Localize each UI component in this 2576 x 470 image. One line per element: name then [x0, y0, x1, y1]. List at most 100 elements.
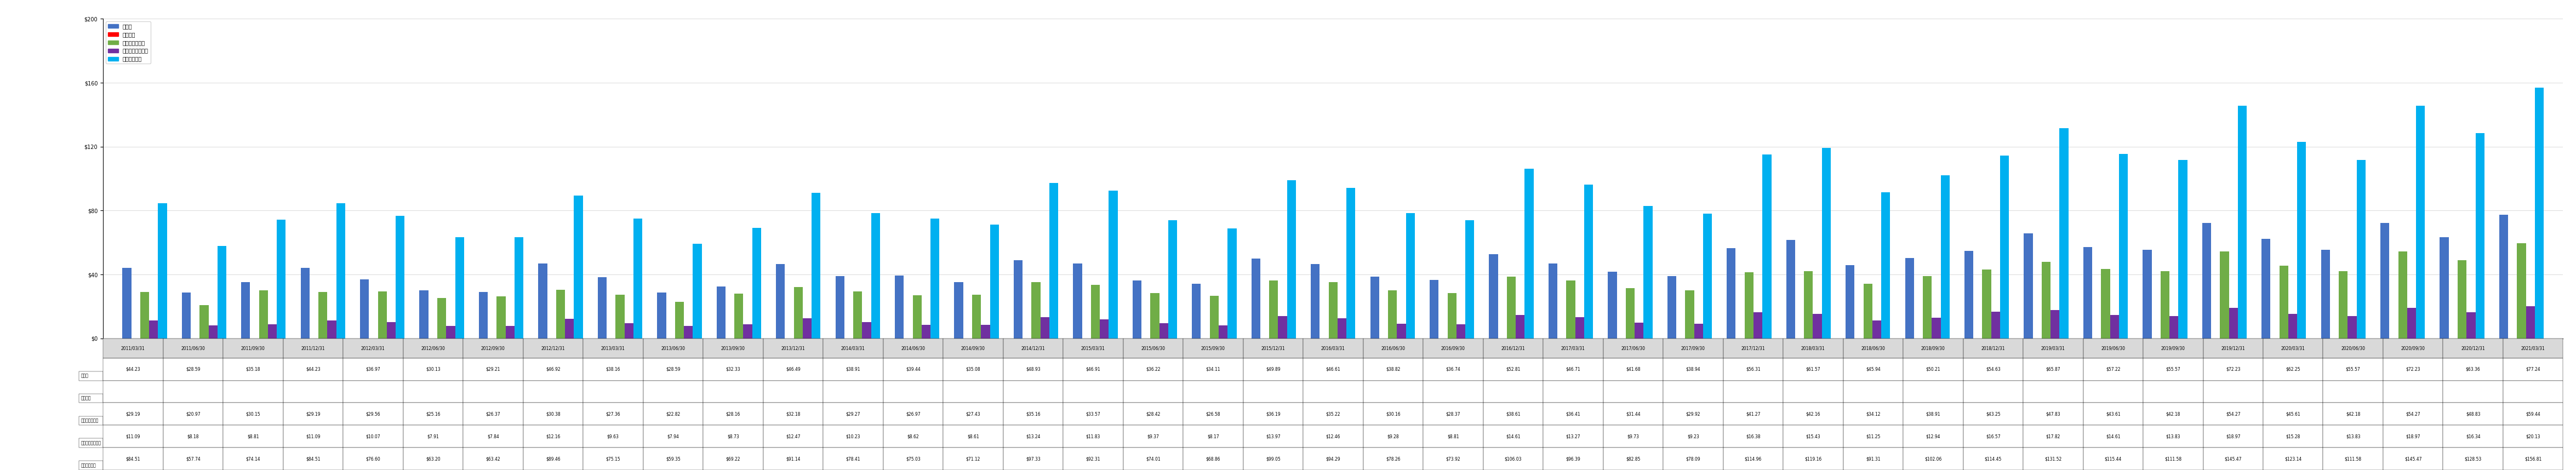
Bar	[2287, 314, 2298, 338]
Bar	[1744, 273, 1754, 338]
Bar	[623, 323, 634, 338]
Bar	[863, 322, 871, 338]
Bar	[1489, 254, 1499, 338]
Bar	[2321, 250, 2329, 338]
Bar	[1288, 180, 1296, 338]
Bar	[1455, 324, 1466, 338]
Bar	[1984, 269, 1991, 338]
Bar	[446, 326, 456, 338]
Bar	[1466, 220, 1473, 338]
Bar	[456, 237, 464, 338]
Bar	[1999, 156, 2009, 338]
Bar	[1278, 316, 1288, 338]
Bar	[793, 287, 804, 338]
Bar	[149, 321, 157, 338]
Bar	[1311, 264, 1319, 338]
Bar	[2380, 223, 2391, 338]
Bar	[657, 293, 667, 338]
Bar	[716, 287, 726, 338]
Bar	[1133, 281, 1141, 338]
Bar	[1873, 321, 1880, 338]
Bar	[1396, 323, 1406, 338]
Bar	[1347, 188, 1355, 338]
Bar	[242, 282, 250, 338]
Bar	[744, 324, 752, 338]
Bar	[2416, 106, 2424, 338]
Bar	[2169, 316, 2179, 338]
Bar	[1785, 240, 1795, 338]
Bar	[1525, 169, 1533, 338]
Bar	[1625, 288, 1636, 338]
Bar	[1965, 251, 1973, 338]
Bar	[2025, 233, 2032, 338]
Bar	[301, 268, 309, 338]
Bar	[1015, 260, 1023, 338]
Bar	[2161, 271, 2169, 338]
Bar	[2357, 160, 2365, 338]
Bar	[1041, 317, 1048, 338]
Bar	[1762, 155, 1772, 338]
Bar	[2110, 315, 2120, 338]
Bar	[1090, 285, 1100, 338]
Bar	[1991, 312, 1999, 338]
Bar	[1507, 277, 1515, 338]
Bar	[1636, 323, 1643, 338]
Bar	[2517, 243, 2527, 338]
Bar	[216, 246, 227, 338]
Bar	[386, 322, 397, 338]
Bar	[2228, 308, 2239, 338]
Bar	[2043, 262, 2050, 338]
Bar	[268, 324, 276, 338]
Bar	[121, 268, 131, 338]
Bar	[1703, 213, 1713, 338]
Bar	[1906, 258, 1914, 338]
Bar	[1803, 271, 1814, 338]
Bar	[2179, 160, 2187, 338]
Bar	[1167, 220, 1177, 338]
Bar	[2499, 215, 2509, 338]
Bar	[397, 216, 404, 338]
Bar	[1108, 191, 1118, 338]
Bar	[1448, 293, 1455, 338]
Bar	[574, 196, 582, 338]
Bar	[157, 204, 167, 338]
Bar	[379, 291, 386, 338]
Bar	[2347, 316, 2357, 338]
Bar	[894, 275, 904, 338]
Bar	[989, 225, 999, 338]
Bar	[835, 276, 845, 338]
Bar	[922, 325, 930, 338]
Bar	[853, 291, 863, 338]
Bar	[1814, 314, 1821, 338]
Legend: 買掛金, 繰延収益, 短期有利子負債, その他の流動負債, 流動負債合計: 買掛金, 繰延収益, 短期有利子負債, その他の流動負債, 流動負債合計	[106, 22, 149, 64]
Bar	[2102, 269, 2110, 338]
Bar	[209, 325, 216, 338]
Bar	[1566, 280, 1577, 338]
Bar	[319, 292, 327, 338]
Bar	[871, 213, 881, 338]
Bar	[2061, 128, 2069, 338]
Bar	[1643, 206, 1651, 338]
Bar	[515, 237, 523, 338]
Bar	[1430, 280, 1437, 338]
Bar	[556, 290, 564, 338]
Bar	[2262, 239, 2269, 338]
Bar	[1151, 293, 1159, 338]
Bar	[1932, 318, 1940, 338]
Bar	[505, 326, 515, 338]
Bar	[183, 293, 191, 338]
Bar	[1844, 265, 1855, 338]
Bar	[598, 277, 605, 338]
Bar	[1370, 276, 1378, 338]
Bar	[804, 319, 811, 338]
Bar	[1862, 284, 1873, 338]
Bar	[2458, 260, 2468, 338]
Bar	[2439, 237, 2450, 338]
Bar	[538, 263, 546, 338]
Bar	[1074, 264, 1082, 338]
Bar	[1584, 184, 1592, 338]
Bar	[1515, 315, 1525, 338]
Bar	[1548, 264, 1558, 338]
Bar	[981, 325, 989, 338]
Bar	[930, 219, 940, 338]
